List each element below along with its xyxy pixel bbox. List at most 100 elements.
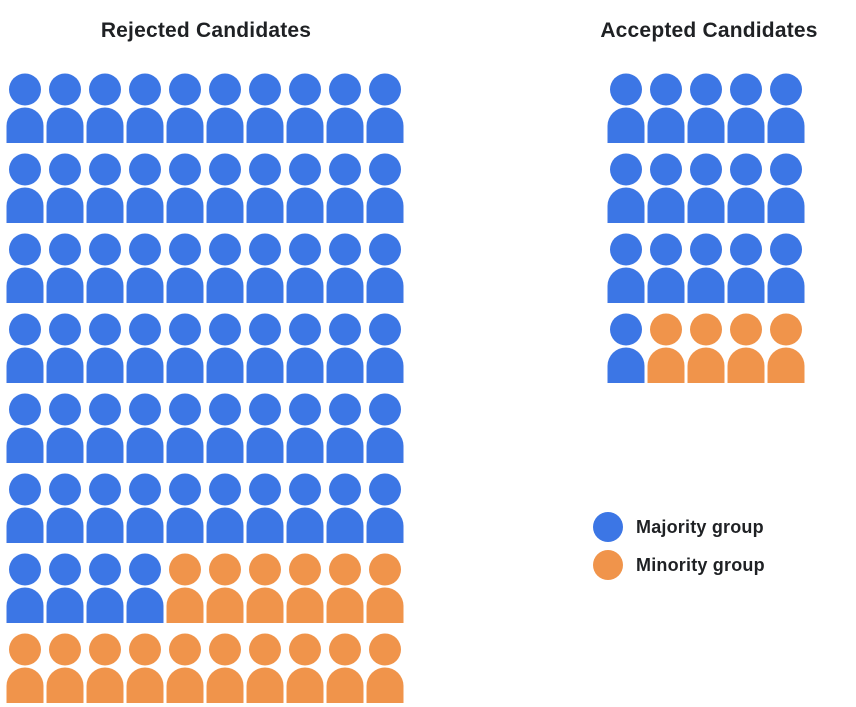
person-icon [166,473,204,543]
person-icon [727,233,765,303]
person-icon [86,553,124,623]
accepted-panel-title: Accepted Candidates [600,19,818,42]
person-icon [687,153,725,223]
majority-group-label: Majority group [636,516,764,537]
minority-group-swatch-icon [593,550,623,580]
person-icon [126,553,164,623]
person-icon [6,473,44,543]
person-icon [166,393,204,463]
person-icon [206,233,244,303]
person-icon [607,233,645,303]
person-icon [326,633,364,703]
person-icon [166,633,204,703]
person-icon [6,393,44,463]
person-icon [166,553,204,623]
person-icon [286,633,324,703]
person-icon [366,233,404,303]
person-icon [6,153,44,223]
person-icon [326,313,364,383]
person-icon [126,233,164,303]
person-icon [6,73,44,143]
person-icon [727,73,765,143]
person-icon [46,553,84,623]
person-icon [326,233,364,303]
person-icon [767,73,805,143]
person-icon [126,153,164,223]
rejected-candidates-grid [6,73,406,707]
person-icon [86,633,124,703]
person-icon [86,73,124,143]
legend: Majority group Minority group [593,512,765,588]
legend-item-minority: Minority group [593,550,765,580]
person-icon [246,553,284,623]
person-icon [647,73,685,143]
person-icon [366,153,404,223]
person-icon [246,313,284,383]
person-icon [166,73,204,143]
person-icon [126,633,164,703]
person-icon [46,633,84,703]
person-icon [6,633,44,703]
person-icon [326,393,364,463]
person-icon [286,73,324,143]
person-icon [607,313,645,383]
person-icon [687,313,725,383]
person-icon [727,153,765,223]
person-icon [767,153,805,223]
person-icon [246,473,284,543]
person-icon [206,313,244,383]
person-icon [166,233,204,303]
person-icon [86,233,124,303]
person-icon [366,473,404,543]
person-icon [206,473,244,543]
person-icon [286,233,324,303]
person-icon [86,473,124,543]
person-icon [366,633,404,703]
person-icon [206,73,244,143]
person-icon [46,153,84,223]
person-icon [767,233,805,303]
person-icon [246,393,284,463]
person-icon [647,313,685,383]
person-icon [46,473,84,543]
legend-item-majority: Majority group [593,512,765,542]
person-icon [326,553,364,623]
person-icon [206,633,244,703]
person-icon [126,473,164,543]
person-icon [246,73,284,143]
person-icon [246,633,284,703]
person-icon [206,153,244,223]
minority-group-label: Minority group [636,554,765,575]
person-icon [86,153,124,223]
person-icon [246,153,284,223]
person-icon [286,313,324,383]
person-icon [687,73,725,143]
person-icon [286,473,324,543]
person-icon [366,553,404,623]
rejected-panel-title: Rejected Candidates [100,19,312,42]
person-icon [727,313,765,383]
person-icon [6,233,44,303]
person-icon [126,313,164,383]
person-icon [126,73,164,143]
person-icon [607,73,645,143]
person-icon [286,393,324,463]
person-icon [326,73,364,143]
person-icon [46,393,84,463]
person-icon [166,313,204,383]
person-icon [46,313,84,383]
person-icon [687,233,725,303]
person-icon [86,393,124,463]
person-icon [166,153,204,223]
person-icon [326,473,364,543]
person-icon [607,153,645,223]
person-icon [246,233,284,303]
person-icon [86,313,124,383]
person-icon [286,153,324,223]
person-icon [366,313,404,383]
person-icon [326,153,364,223]
person-icon [647,233,685,303]
person-icon [6,553,44,623]
person-icon [767,313,805,383]
